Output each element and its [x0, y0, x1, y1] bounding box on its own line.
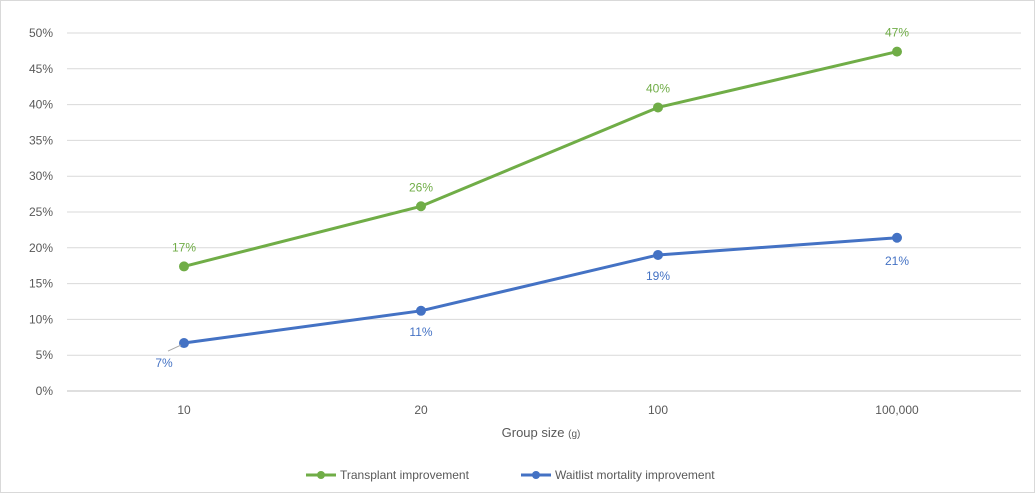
data-label: 17% — [172, 240, 196, 254]
y-tick-label: 25% — [29, 205, 53, 219]
y-tick-label: 45% — [29, 62, 53, 76]
y-tick-label: 15% — [29, 277, 53, 291]
legend-swatch-marker — [317, 471, 325, 479]
data-point — [416, 305, 426, 316]
data-label-leader — [167, 344, 182, 352]
legend-swatch-marker — [532, 471, 540, 479]
x-axis-ticks: 10 20 100 100,000 — [177, 403, 919, 417]
y-tick-label: 30% — [29, 169, 53, 183]
y-tick-label: 5% — [36, 348, 54, 362]
x-tick-label: 10 — [177, 403, 191, 417]
series-line — [183, 236, 898, 345]
data-point — [892, 46, 902, 57]
data-labels: 17% 26% 40% 47% 7% 11% 19% 21% — [155, 26, 909, 370]
data-point — [892, 232, 902, 243]
y-axis-ticks: 0% 5% 10% 15% 20% 25% 30% 35% 40% 45% 50% — [29, 26, 53, 398]
y-tick-label: 35% — [29, 133, 53, 147]
data-label: 7% — [155, 356, 173, 370]
legend: Transplant improvement Waitlist mortality… — [306, 468, 715, 482]
x-axis-title: Group size (g) — [502, 425, 581, 440]
data-label: 40% — [646, 81, 670, 95]
data-point — [653, 102, 663, 113]
data-point — [179, 338, 189, 349]
y-tick-label: 10% — [29, 312, 53, 326]
gridlines — [67, 32, 1021, 392]
data-label: 19% — [646, 269, 670, 283]
data-point — [179, 261, 189, 272]
data-point — [416, 201, 426, 212]
data-label: 21% — [885, 254, 909, 268]
series-line — [183, 50, 898, 268]
y-tick-label: 20% — [29, 241, 53, 255]
y-tick-label: 40% — [29, 98, 53, 112]
legend-label: Waitlist mortality improvement — [555, 468, 715, 482]
data-label: 26% — [409, 180, 433, 194]
legend-item[interactable]: Waitlist mortality improvement — [521, 468, 715, 482]
y-tick-label: 50% — [29, 26, 53, 40]
data-label: 11% — [409, 325, 432, 339]
x-tick-label: 20 — [414, 403, 428, 417]
legend-label: Transplant improvement — [340, 468, 470, 482]
x-tick-label: 100,000 — [875, 403, 919, 417]
x-tick-label: 100 — [648, 403, 668, 417]
series-lines — [179, 46, 902, 349]
data-label: 47% — [885, 26, 909, 40]
y-tick-label: 0% — [36, 384, 54, 398]
legend-item[interactable]: Transplant improvement — [306, 468, 470, 482]
data-point — [653, 249, 663, 260]
